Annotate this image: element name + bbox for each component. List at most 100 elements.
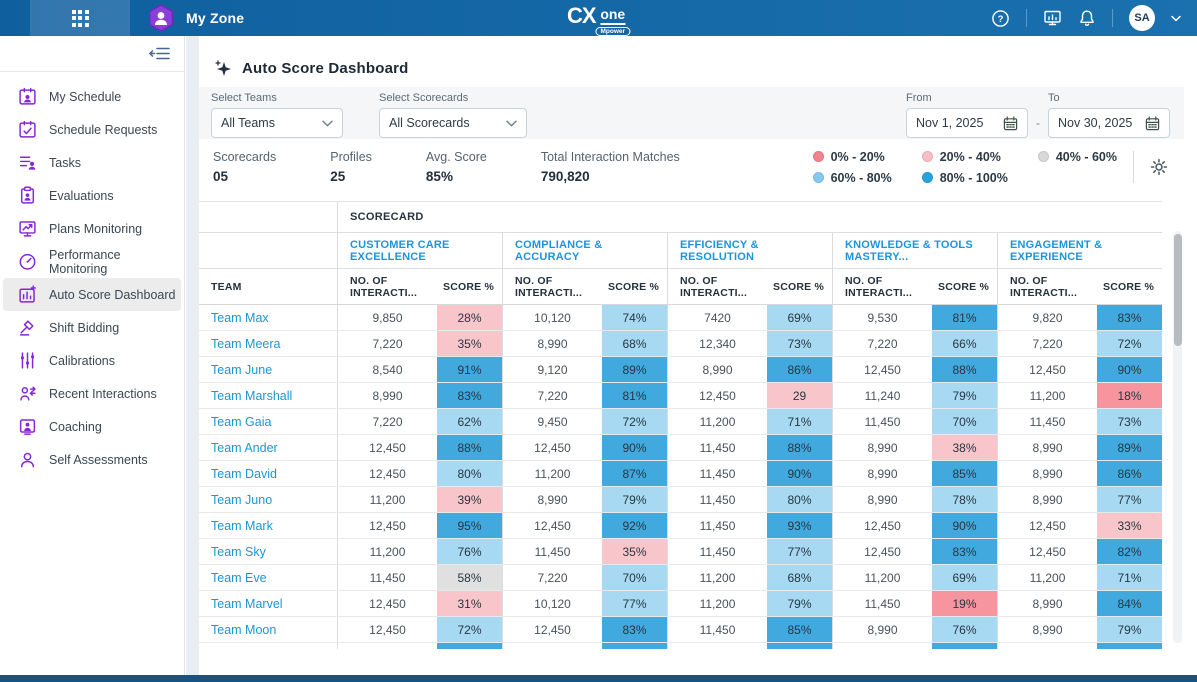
score-cell: 89% <box>1097 435 1162 460</box>
team-link[interactable]: Team Moon <box>211 622 277 637</box>
sidebar-item-evaluations[interactable]: Evaluations <box>3 179 181 212</box>
interactions-cell: 11,200 <box>337 539 437 564</box>
interactions-cell <box>997 643 1097 649</box>
sidebar-item-schedule-requests[interactable]: Schedule Requests <box>3 113 181 146</box>
scorecards-select[interactable]: All Scorecards <box>379 108 527 138</box>
to-date-value: Nov 30, 2025 <box>1058 116 1133 130</box>
score-cell: 72% <box>437 617 502 642</box>
to-date-input[interactable]: Nov 30, 2025 <box>1048 108 1170 138</box>
score-cell: 90% <box>767 461 832 486</box>
score-cell: 62% <box>437 409 502 434</box>
score-cell: 33% <box>1097 513 1162 538</box>
interactions-cell: 11,450 <box>502 539 602 564</box>
sidebar-item-auto-score-dashboard[interactable]: Auto Score Dashboard <box>3 278 181 311</box>
team-cell <box>199 643 337 649</box>
team-link[interactable]: Team Mark <box>211 518 273 533</box>
interactions-column-header: NO. OF INTERACTI... <box>997 269 1097 304</box>
from-date-value: Nov 1, 2025 <box>916 116 984 130</box>
team-link[interactable]: Team Marvel <box>211 596 283 611</box>
team-link[interactable]: Team Eve <box>211 570 267 585</box>
gavel-icon <box>18 318 37 337</box>
score-cell: 77% <box>1097 487 1162 512</box>
team-link[interactable]: Team Marshall <box>211 388 293 403</box>
interactions-cell: 12,450 <box>997 539 1097 564</box>
my-zone-logo <box>148 4 174 32</box>
calendar-icon <box>1003 115 1018 130</box>
sidebar-item-coaching[interactable]: Coaching <box>3 410 181 443</box>
sidebar-item-recent-interactions[interactable]: Recent Interactions <box>3 377 181 410</box>
user-avatar[interactable]: SA <box>1129 5 1155 31</box>
calendar-user-icon <box>18 87 37 106</box>
team-cell: Team Gaia <box>199 409 337 434</box>
sidebar-item-performance-monitoring[interactable]: Performance Monitoring <box>3 245 181 278</box>
table-row: Team Gaia 7,220 62% 9,450 72% 11,200 71% 11,450… <box>199 409 1162 435</box>
teams-select[interactable]: All Teams <box>211 108 343 138</box>
help-icon[interactable]: ? <box>991 9 1010 28</box>
interactions-cell: 9,120 <box>502 357 602 382</box>
score-cell: 79% <box>1097 617 1162 642</box>
to-date-label: To <box>1048 92 1060 104</box>
sidebar-item-my-schedule[interactable]: My Schedule <box>3 80 181 113</box>
interactions-cell: 12,450 <box>502 617 602 642</box>
sidebar-item-calibrations[interactable]: Calibrations <box>3 344 181 377</box>
score-column-header: SCORE % <box>443 280 494 293</box>
from-date-input[interactable]: Nov 1, 2025 <box>906 108 1028 138</box>
interactions-cell: 11,450 <box>667 617 767 642</box>
score-cell: 90% <box>602 435 667 460</box>
sidebar-item-tasks[interactable]: Tasks <box>3 146 181 179</box>
content-gutter <box>186 36 199 675</box>
interactions-column-header: NO. OF INTERACTI... <box>337 269 437 304</box>
sidebar-item-self-assessments[interactable]: Self Assessments <box>3 443 181 476</box>
team-link[interactable]: Team Sky <box>211 544 266 559</box>
team-cell: Team David <box>199 461 337 486</box>
interactions-cell: 12,450 <box>337 461 437 486</box>
team-link[interactable]: Team June <box>211 362 273 377</box>
score-cell: 86% <box>767 357 832 382</box>
team-link[interactable]: Team David <box>211 466 277 481</box>
notifications-icon[interactable] <box>1078 9 1096 28</box>
team-cell: Team Sky <box>199 539 337 564</box>
team-link[interactable]: Team Max <box>211 310 269 325</box>
table-header-group-row: SCORECARD <box>199 201 1162 233</box>
interactions-column-header: NO. OF INTERACTI... <box>832 269 932 304</box>
stat-label: Total Interaction Matches <box>540 150 680 164</box>
sidebar-item-label: Recent Interactions <box>49 386 157 401</box>
sidebar-item-label: Shift Bidding <box>49 320 120 335</box>
calendar-check-icon <box>18 120 37 139</box>
sidebar-item-plans-monitoring[interactable]: Plans Monitoring <box>3 212 181 245</box>
scrollbar-thumb[interactable] <box>1173 234 1182 346</box>
team-link[interactable]: Team Ander <box>211 440 278 455</box>
table-row: Team Marshall 8,990 83% 7,220 81% 12,450 29 11,… <box>199 383 1162 409</box>
screen-share-icon[interactable] <box>1043 9 1062 27</box>
table-row: Team Marvel 12,450 31% 10,120 77% 11,200 79% 11… <box>199 591 1162 617</box>
table-header-columns-row: TEAM NO. OF INTERACTI... SCORE % NO. OF INT… <box>199 269 1162 305</box>
settings-gear-icon[interactable] <box>1150 158 1168 176</box>
team-cell: Team June <box>199 357 337 382</box>
sidebar-collapse-button[interactable] <box>149 46 170 61</box>
scorecards-filter-label: Select Scorecards <box>379 92 469 104</box>
app-launcher-button[interactable] <box>30 0 130 36</box>
interactions-cell: 11,450 <box>337 565 437 590</box>
team-column-header: TEAM <box>211 280 242 293</box>
score-cell: 90% <box>1097 357 1162 382</box>
interactions-cell: 8,990 <box>337 383 437 408</box>
interactions-cell: 11,200 <box>667 591 767 616</box>
interactions-cell: 12,450 <box>832 513 932 538</box>
team-link[interactable]: Team Gaia <box>211 414 272 429</box>
table-row: Team Sky 11,200 76% 11,450 35% 11,450 77% 12,45… <box>199 539 1162 565</box>
team-link[interactable]: Team Meera <box>211 336 281 351</box>
sidebar-item-label: Schedule Requests <box>49 122 158 137</box>
sidebar-item-shift-bidding[interactable]: Shift Bidding <box>3 311 181 344</box>
score-column-header: SCORE % <box>1103 280 1154 293</box>
cxone-logo-cx: CX <box>566 3 597 28</box>
table-row: Team June 8,540 91% 9,120 89% 8,990 86% 12,450 8… <box>199 357 1162 383</box>
chevron-down-icon[interactable] <box>1171 15 1181 22</box>
team-link[interactable]: Team Juno <box>211 492 273 507</box>
vertical-scrollbar[interactable] <box>1173 231 1182 643</box>
score-cell: 81% <box>932 305 997 330</box>
table-row: Team Ander 12,450 88% 12,450 90% 11,450 88% 8,9… <box>199 435 1162 461</box>
score-legend: 0% - 20% 20% - 40% 40% - 60% 60% - 80% 80% -… <box>812 150 1117 185</box>
score-cell: 83% <box>1097 305 1162 330</box>
score-cell: 38% <box>932 435 997 460</box>
cxone-logo-badge: Mpower <box>595 26 631 36</box>
